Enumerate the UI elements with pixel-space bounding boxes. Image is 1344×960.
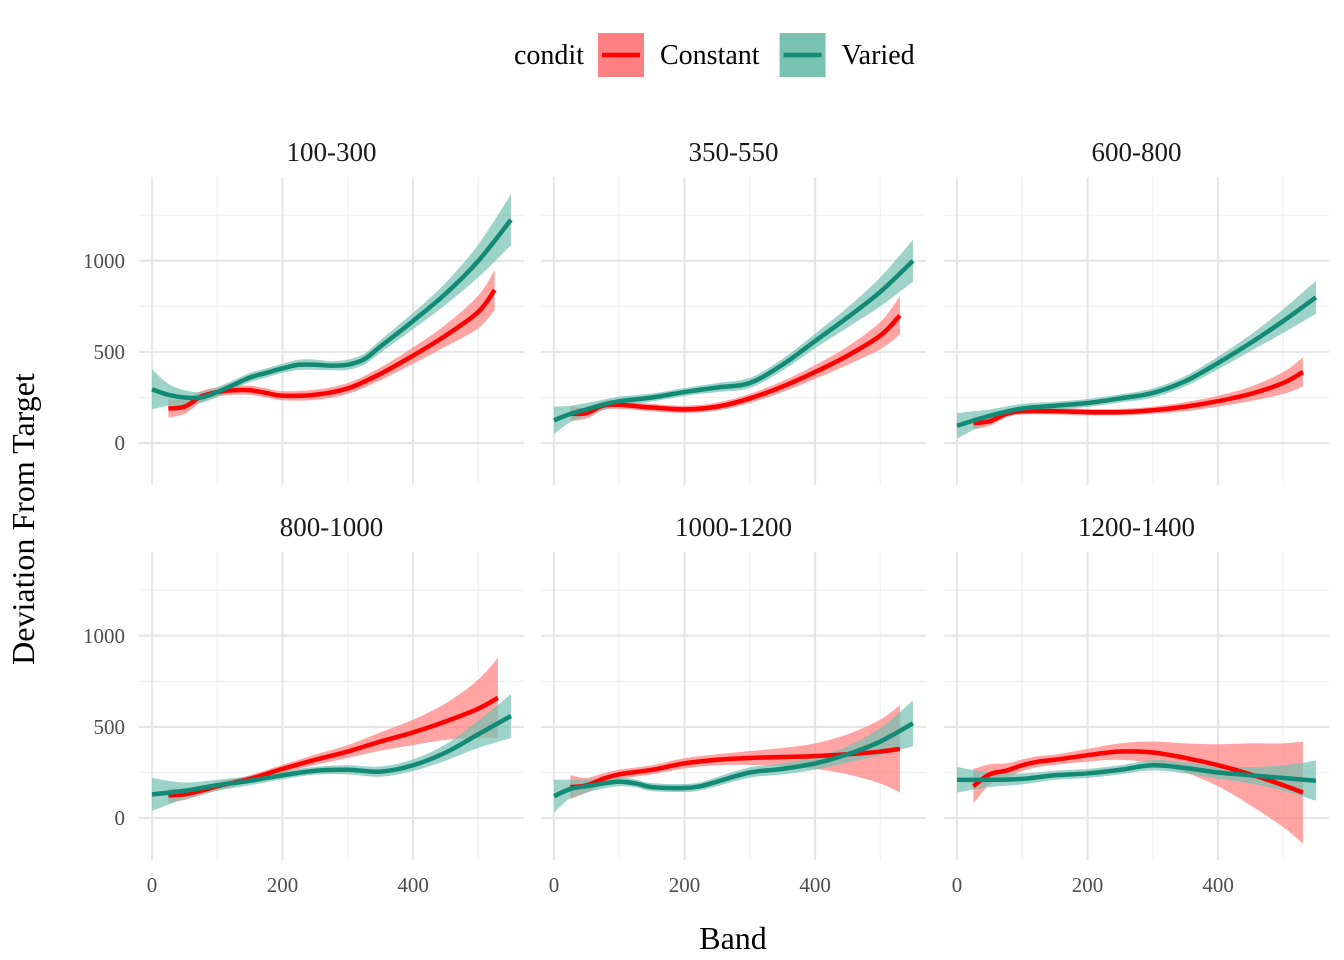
legend-entry-varied: Varied	[779, 33, 915, 77]
x-tick-label: 200	[267, 873, 299, 897]
facet-strip-label: 1200-1400	[1078, 512, 1195, 542]
facet-strip-label: 600-800	[1092, 137, 1182, 167]
x-tick-label: 0	[952, 873, 963, 897]
panel-1200-1400: 1200-1400 0 200 400	[944, 512, 1329, 897]
facet-strip-label: 1000-1200	[675, 512, 792, 542]
panel-grid	[139, 177, 524, 485]
panel-grid	[541, 552, 926, 860]
panel-1000-1200: 1000-1200 0 200 400	[541, 512, 926, 897]
x-tick-label: 0	[549, 873, 560, 897]
y-tick-label: 1000	[83, 249, 125, 273]
panels: 100-300 0 500 1000 350-550 600-800 800-1000 0 50…	[83, 137, 1329, 897]
legend-entries: Constant Varied	[598, 33, 915, 77]
series-line-varied	[957, 762, 1317, 783]
x-tick-label: 200	[669, 873, 701, 897]
panel-800-1000: 800-1000 0 500 1000 0 200 400	[83, 512, 524, 897]
legend-label: Varied	[842, 40, 915, 71]
x-axis-title: Band	[699, 920, 767, 956]
legend: condit Constant Varied	[514, 33, 915, 77]
facet-strip-label: 100-300	[287, 137, 377, 167]
panel-350-550: 350-550	[541, 137, 926, 485]
x-tick-label: 0	[147, 873, 158, 897]
panel-600-800: 600-800	[944, 137, 1329, 485]
x-tick-label: 200	[1072, 873, 1104, 897]
x-tick-label: 400	[1202, 873, 1234, 897]
series-line-varied	[553, 721, 915, 799]
series-line-varied	[151, 218, 513, 401]
y-tick-label: 500	[94, 340, 126, 364]
series-line-varied	[553, 259, 915, 423]
series-line-varied	[151, 714, 513, 797]
legend-label: Constant	[660, 40, 760, 71]
facet-strip-label: 800-1000	[280, 512, 384, 542]
panel-grid	[944, 552, 1329, 860]
legend-entry-constant: Constant	[598, 33, 760, 77]
y-tick-label: 1000	[83, 624, 125, 648]
panel-grid	[541, 177, 926, 485]
facet-strip-label: 350-550	[689, 137, 779, 167]
confidence-band-varied	[152, 194, 511, 410]
confidence-band-varied	[957, 760, 1316, 801]
panel-grid	[944, 177, 1329, 485]
series-line-constant	[168, 695, 500, 798]
x-tick-label: 400	[397, 873, 429, 897]
series-line-varied	[956, 295, 1318, 428]
y-tick-label: 0	[115, 431, 126, 455]
y-tick-label: 0	[115, 806, 126, 830]
y-tick-label: 500	[94, 715, 126, 739]
x-tick-label: 400	[799, 873, 831, 897]
y-axis-title: Deviation From Target	[5, 373, 41, 665]
panel-100-300: 100-300 0 500 1000	[83, 137, 524, 485]
legend-title: condit	[514, 40, 584, 71]
